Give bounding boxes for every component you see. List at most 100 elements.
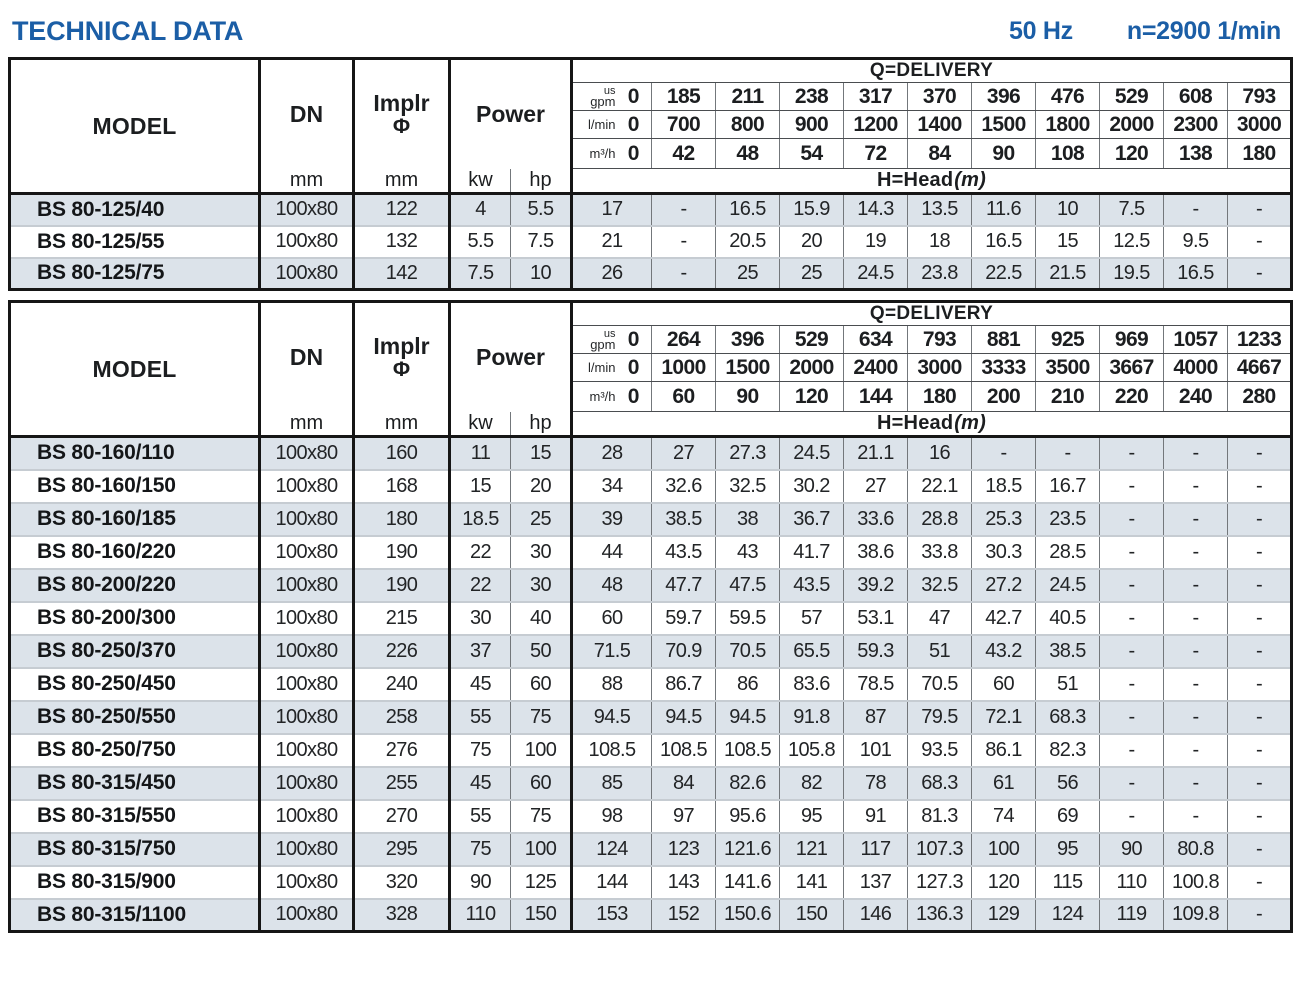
m3h-header-row: m³/h 0 42 48 54 72 84 90 108 120 138 180 xyxy=(10,138,1292,169)
head-value-cell: - xyxy=(1226,600,1292,635)
head-value-cell: 150 xyxy=(779,897,844,932)
head-value-cell: 69 xyxy=(1035,798,1100,833)
dn-cell: 100x80 xyxy=(258,699,354,734)
head-value-cell: - xyxy=(1163,798,1228,833)
hp-cell: 75 xyxy=(510,798,572,833)
kw-cell: 45 xyxy=(448,666,511,701)
kw-cell: 18.5 xyxy=(448,501,511,536)
head-value-cell: - xyxy=(1163,567,1228,602)
implr-cell: 258 xyxy=(352,699,450,734)
head-value-cell: 51 xyxy=(907,633,972,668)
head-value-cell: 123 xyxy=(651,831,716,866)
head-value-cell: 78.5 xyxy=(843,666,908,701)
head-value-cell: 124 xyxy=(570,831,652,866)
kw-cell: 110 xyxy=(448,897,511,932)
head-value-cell: 27 xyxy=(843,468,908,503)
implr-label: Implr xyxy=(373,332,430,359)
head-value-cell: 47 xyxy=(907,600,972,635)
power-column-header: Power xyxy=(448,58,572,169)
table-header: MODEL DN Implr Φ Power Q=DELIVERY us gpm… xyxy=(9,58,1292,195)
head-value-cell: 21.5 xyxy=(1035,256,1100,290)
implr-cell: 320 xyxy=(352,864,450,899)
head-value-cell: 81.3 xyxy=(907,798,972,833)
head-value-cell: 10 xyxy=(1035,193,1100,226)
head-value-cell: 83.6 xyxy=(779,666,844,701)
delivery-value: 793 xyxy=(1226,82,1292,111)
head-value-cell: - xyxy=(1099,633,1164,668)
delivery-value: 90 xyxy=(715,381,780,412)
table-row: BS 80-200/220 100x80 190 22 30 48 47.7 47.5 43.5… xyxy=(9,567,1292,602)
head-value-cell: - xyxy=(651,224,716,258)
m3h-unit-label: m³/h xyxy=(570,138,616,169)
head-value-cell: - xyxy=(1099,534,1164,569)
head-value-cell: - xyxy=(1099,765,1164,800)
head-value-cell: 82 xyxy=(779,765,844,800)
q-delivery-label: Q=DELIVERY xyxy=(569,301,1292,326)
head-value-cell: - xyxy=(1163,534,1228,569)
delivery-value: 264 xyxy=(651,325,716,354)
table-row: BS 80-250/370 100x80 226 37 50 71.5 70.9 70.5 65… xyxy=(9,633,1292,668)
implr-cell: 190 xyxy=(352,567,450,602)
head-value-cell: 22.1 xyxy=(907,468,972,503)
head-value-cell: 15.9 xyxy=(779,193,844,226)
head-value-cell: 65.5 xyxy=(779,633,844,668)
head-value-cell: 38.5 xyxy=(651,501,716,536)
hp-cell: 60 xyxy=(510,765,572,800)
implr-cell: 226 xyxy=(352,633,450,668)
implr-column-header: Implr Φ xyxy=(352,58,450,169)
kw-cell: 22 xyxy=(448,534,511,569)
table-row: BS 80-160/220 100x80 190 22 30 44 43.5 43 41.7 38… xyxy=(9,534,1292,569)
model-cell: BS 80-125/40 xyxy=(37,197,165,221)
model-cell: BS 80-250/750 xyxy=(9,732,260,767)
head-value-cell: 53.1 xyxy=(843,600,908,635)
delivery-value: 317 xyxy=(843,82,908,111)
dn-cell: 100x80 xyxy=(258,436,354,470)
head-value-cell: 17 xyxy=(570,193,652,226)
head-value-cell: 23.8 xyxy=(907,256,972,290)
head-value-cell: 117 xyxy=(843,831,908,866)
delivery-value: 48 xyxy=(715,138,780,169)
delivery-value: 240 xyxy=(1163,381,1228,412)
head-value-cell: - xyxy=(1226,436,1292,470)
delivery-value: 60 xyxy=(651,381,716,412)
delivery-value: 396 xyxy=(971,82,1036,111)
head-value-cell: 94.5 xyxy=(715,699,780,734)
delivery-value: 2400 xyxy=(843,353,908,382)
head-value-cell: 108.5 xyxy=(715,732,780,767)
hp-unit: hp xyxy=(510,168,572,195)
head-value-cell: - xyxy=(1226,193,1292,226)
delivery-value: 969 xyxy=(1099,325,1164,354)
head-value-cell: 16.7 xyxy=(1035,468,1100,503)
implr-cell: 215 xyxy=(352,600,450,635)
dn-cell: 100x80 xyxy=(258,864,354,899)
head-value-cell: - xyxy=(1163,699,1228,734)
head-value-cell: 91.8 xyxy=(779,699,844,734)
delivery-value: 84 xyxy=(907,138,972,169)
head-value-cell: 70.9 xyxy=(651,633,716,668)
implr-column-header: Implr Φ xyxy=(352,301,450,412)
head-value-cell: - xyxy=(1226,567,1292,602)
delivery-value: 185 xyxy=(651,82,716,111)
delivery-value: 72 xyxy=(843,138,908,169)
hp-cell: 5.5 xyxy=(510,193,572,226)
head-value-cell: - xyxy=(1226,468,1292,503)
head-value-cell: 24.5 xyxy=(779,436,844,470)
model-cell: BS 80-315/550 xyxy=(9,798,260,833)
model-column-header: MODEL xyxy=(9,301,260,438)
table-row: BS 80-160/150 100x80 168 15 20 34 32.6 32.5 30.2… xyxy=(9,468,1292,503)
head-value-cell: 7.5 xyxy=(1099,193,1164,226)
delivery-value: 3000 xyxy=(1226,110,1292,139)
implr-cell: 168 xyxy=(352,468,450,503)
usgpm-header-row: us gpm 0 185 211 238 317 370 396 476 529 608 793 xyxy=(10,82,1292,111)
head-value-cell: 91 xyxy=(843,798,908,833)
head-value-cell: 44 xyxy=(570,534,652,569)
pump-table-bs80-125: MODEL DN Implr Φ Power Q=DELIVERY us gpm… xyxy=(8,57,1294,291)
delivery-value: 529 xyxy=(1099,82,1164,111)
head-value-cell: - xyxy=(1099,732,1164,767)
delivery-value: 1000 xyxy=(651,353,716,382)
head-value-cell: 95.6 xyxy=(715,798,780,833)
delivery-value: 0 xyxy=(615,353,652,382)
h-head-label: H=Head(m) xyxy=(569,411,1292,438)
head-value-cell: 48 xyxy=(570,567,652,602)
hp-cell: 25 xyxy=(510,501,572,536)
